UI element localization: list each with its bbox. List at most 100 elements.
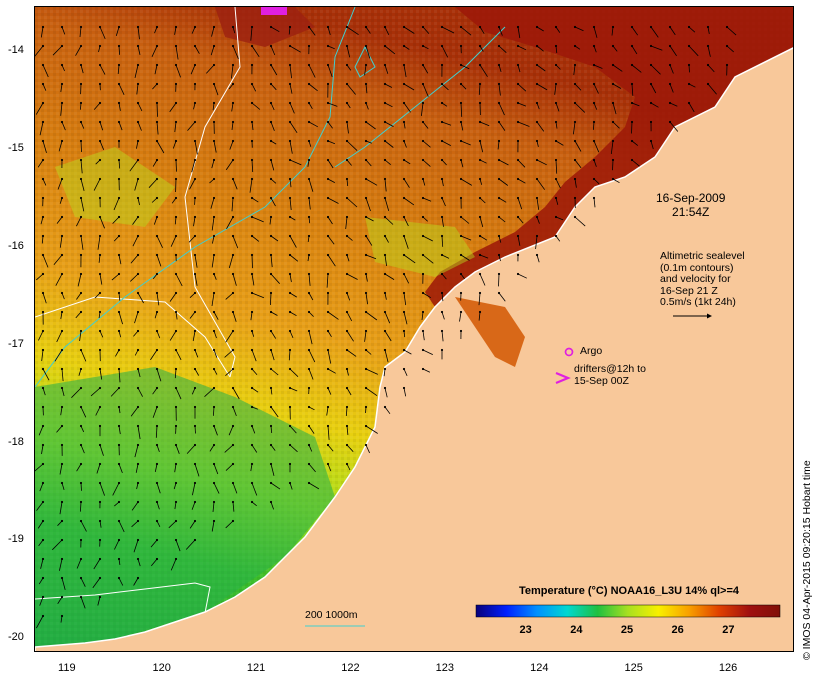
velocity-arrow xyxy=(384,311,391,324)
velocity-arrow xyxy=(59,501,63,515)
velocity-arrow-dot xyxy=(60,25,64,29)
velocity-arrow-dot xyxy=(725,63,729,67)
velocity-arrow-dot xyxy=(117,44,121,48)
velocity-arrow xyxy=(308,197,311,210)
velocity-arrow-dot xyxy=(459,44,463,48)
velocity-arrow xyxy=(129,159,139,172)
velocity-arrow-dot xyxy=(79,557,83,561)
velocity-arrow xyxy=(555,159,558,174)
velocity-arrow-dot xyxy=(193,348,197,352)
velocity-arrow xyxy=(232,406,237,417)
velocity-arrow xyxy=(231,197,234,212)
velocity-arrow-dot xyxy=(60,348,64,352)
velocity-arrow-dot xyxy=(307,196,311,200)
velocity-arrow-dot xyxy=(687,44,691,48)
velocity-arrow-dot xyxy=(364,120,368,124)
velocity-arrow xyxy=(289,292,298,298)
velocity-arrow xyxy=(498,197,507,203)
velocity-arrow xyxy=(365,444,370,454)
velocity-arrow xyxy=(156,254,162,267)
velocity-arrow-dot xyxy=(440,120,444,124)
velocity-arrow-dot xyxy=(592,101,596,105)
velocity-arrow xyxy=(536,64,546,72)
velocity-arrow-dot xyxy=(269,443,273,447)
velocity-arrow-dot xyxy=(98,367,102,371)
velocity-arrow-dot xyxy=(383,139,387,143)
velocity-arrow-dot xyxy=(41,310,45,314)
velocity-arrow-dot xyxy=(212,139,216,143)
velocity-arrow-dot xyxy=(611,63,615,67)
velocity-arrow-dot xyxy=(478,120,482,124)
velocity-arrow xyxy=(650,64,661,75)
velocity-arrow-dot xyxy=(155,405,159,409)
velocity-arrow-dot xyxy=(364,386,368,390)
drifter-track[interactable] xyxy=(261,7,287,15)
velocity-arrow xyxy=(270,197,276,207)
velocity-arrow-dot xyxy=(60,139,64,143)
velocity-arrow xyxy=(99,140,105,150)
velocity-arrow xyxy=(631,26,639,36)
velocity-arrow-dot xyxy=(459,177,463,181)
velocity-arrow-dot xyxy=(478,310,482,314)
velocity-arrow xyxy=(289,482,293,490)
velocity-arrow-dot xyxy=(611,101,615,105)
velocity-arrow xyxy=(251,83,257,92)
velocity-arrow xyxy=(59,463,63,475)
velocity-arrow xyxy=(346,311,353,322)
velocity-arrow-dot xyxy=(307,63,311,67)
velocity-arrow-dot xyxy=(516,120,520,124)
velocity-arrow-dot xyxy=(288,329,292,333)
velocity-arrow xyxy=(251,45,260,58)
velocity-arrow xyxy=(327,387,332,395)
velocity-arrow-dot xyxy=(117,348,121,352)
velocity-arrow xyxy=(175,64,181,78)
velocity-arrow-dot xyxy=(516,272,520,276)
velocity-arrow xyxy=(156,368,162,382)
velocity-arrow-dot xyxy=(288,424,292,428)
velocity-arrow-dot xyxy=(174,177,178,181)
velocity-arrow xyxy=(251,159,254,173)
velocity-arrow-dot xyxy=(98,158,102,162)
lon-tick-label: 123 xyxy=(435,662,455,674)
velocity-arrow-dot xyxy=(459,291,463,295)
velocity-arrow-dot xyxy=(117,234,121,238)
velocity-arrow-dot xyxy=(136,405,140,409)
lon-tick-label: 119 xyxy=(58,662,76,674)
velocity-arrow xyxy=(364,64,367,76)
velocity-arrow-dot xyxy=(421,196,425,200)
velocity-arrow-dot xyxy=(326,25,330,29)
velocity-arrow-dot xyxy=(212,120,216,124)
velocity-arrow xyxy=(593,159,597,167)
velocity-arrow xyxy=(384,26,390,35)
velocity-arrow xyxy=(421,102,424,116)
velocity-arrow-dot xyxy=(364,272,368,276)
velocity-arrow-dot xyxy=(307,386,311,390)
velocity-arrow-dot xyxy=(459,158,463,162)
velocity-arrow xyxy=(153,216,158,225)
velocity-arrow-dot xyxy=(478,253,482,257)
velocity-arrow-dot xyxy=(98,462,102,466)
velocity-arrow xyxy=(422,64,429,74)
altimetry-line: and velocity for xyxy=(660,273,731,285)
velocity-arrow-dot xyxy=(155,291,159,295)
sst-map[interactable] xyxy=(34,6,794,652)
velocity-arrow-dot xyxy=(630,25,634,29)
velocity-arrow xyxy=(270,254,273,268)
velocity-arrow xyxy=(610,140,614,155)
velocity-arrow xyxy=(57,178,63,190)
lat-tick-label: -15 xyxy=(8,141,24,154)
velocity-arrow xyxy=(60,311,63,320)
velocity-arrow xyxy=(270,292,272,306)
velocity-arrow xyxy=(289,254,299,262)
velocity-arrow-dot xyxy=(554,215,558,219)
velocity-arrow xyxy=(365,292,368,305)
velocity-arrow-dot xyxy=(573,177,577,181)
velocity-arrow xyxy=(99,444,104,456)
velocity-arrow xyxy=(42,387,46,396)
velocity-arrow xyxy=(327,45,335,50)
velocity-arrow-dot xyxy=(117,272,121,276)
velocity-arrow xyxy=(189,178,196,190)
velocity-arrow-dot xyxy=(611,25,615,29)
velocity-arrow xyxy=(156,501,160,510)
velocity-arrow-dot xyxy=(212,310,216,314)
